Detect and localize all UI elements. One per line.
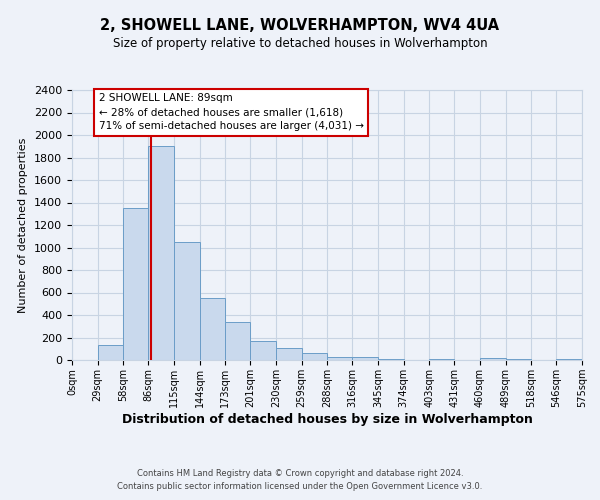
Text: Size of property relative to detached houses in Wolverhampton: Size of property relative to detached ho… bbox=[113, 38, 487, 51]
Bar bbox=[174, 242, 200, 360]
Text: 2, SHOWELL LANE, WOLVERHAMPTON, WV4 4UA: 2, SHOWELL LANE, WOLVERHAMPTON, WV4 4UA bbox=[100, 18, 500, 32]
Text: 2 SHOWELL LANE: 89sqm
← 28% of detached houses are smaller (1,618)
71% of semi-d: 2 SHOWELL LANE: 89sqm ← 28% of detached … bbox=[98, 94, 364, 132]
Y-axis label: Number of detached properties: Number of detached properties bbox=[19, 138, 28, 312]
Bar bbox=[328, 356, 352, 360]
Bar bbox=[98, 346, 124, 360]
Text: Contains HM Land Registry data © Crown copyright and database right 2024.: Contains HM Land Registry data © Crown c… bbox=[137, 468, 463, 477]
Bar bbox=[352, 357, 378, 360]
Bar bbox=[302, 353, 328, 360]
Bar bbox=[200, 298, 226, 360]
Bar bbox=[226, 322, 250, 360]
Text: Contains public sector information licensed under the Open Government Licence v3: Contains public sector information licen… bbox=[118, 482, 482, 491]
Bar bbox=[556, 359, 582, 360]
Bar bbox=[276, 348, 302, 360]
Bar bbox=[124, 208, 148, 360]
Bar bbox=[480, 358, 506, 360]
Bar bbox=[250, 342, 276, 360]
X-axis label: Distribution of detached houses by size in Wolverhampton: Distribution of detached houses by size … bbox=[122, 412, 532, 426]
Bar bbox=[378, 359, 404, 360]
Bar bbox=[148, 146, 174, 360]
